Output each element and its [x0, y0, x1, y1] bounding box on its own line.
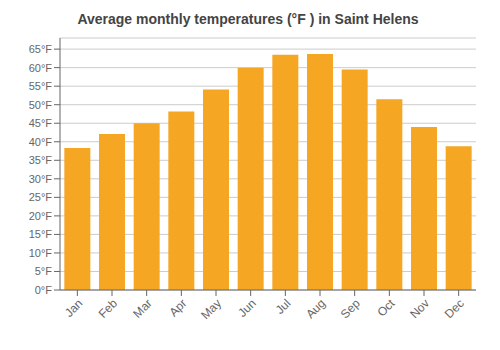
svg-text:35°F: 35°F — [29, 154, 53, 166]
svg-text:Dec: Dec — [442, 296, 467, 321]
svg-text:65°F: 65°F — [29, 43, 53, 55]
svg-text:20°F: 20°F — [29, 210, 53, 222]
svg-text:30°F: 30°F — [29, 173, 53, 185]
svg-text:Mar: Mar — [130, 296, 155, 321]
svg-text:10°F: 10°F — [29, 247, 53, 259]
svg-text:25°F: 25°F — [29, 191, 53, 203]
svg-text:Jan: Jan — [62, 296, 86, 320]
svg-text:May: May — [198, 296, 224, 322]
html-text:Average monthly temperatures (: Average monthly temperatures (°F ) in Sa… — [77, 11, 419, 27]
svg-text:15°F: 15°F — [29, 228, 53, 240]
svg-text:Jun: Jun — [235, 296, 259, 320]
svg-text:60°F: 60°F — [29, 62, 53, 74]
svg-text:Jul: Jul — [273, 296, 294, 317]
svg-text:45°F: 45°F — [29, 117, 53, 129]
svg-text:40°F: 40°F — [29, 136, 53, 148]
svg-text:Feb: Feb — [96, 296, 121, 321]
svg-text:Nov: Nov — [407, 296, 432, 321]
svg-text:Oct: Oct — [374, 296, 398, 320]
svg-text:5°F: 5°F — [35, 265, 53, 277]
svg-text:55°F: 55°F — [29, 80, 53, 92]
svg-text:0°F: 0°F — [35, 284, 53, 296]
svg-text:Aug: Aug — [303, 296, 328, 321]
svg-text:Apr: Apr — [166, 296, 189, 319]
svg-text:Sep: Sep — [338, 296, 363, 321]
svg-text:50°F: 50°F — [29, 99, 53, 111]
